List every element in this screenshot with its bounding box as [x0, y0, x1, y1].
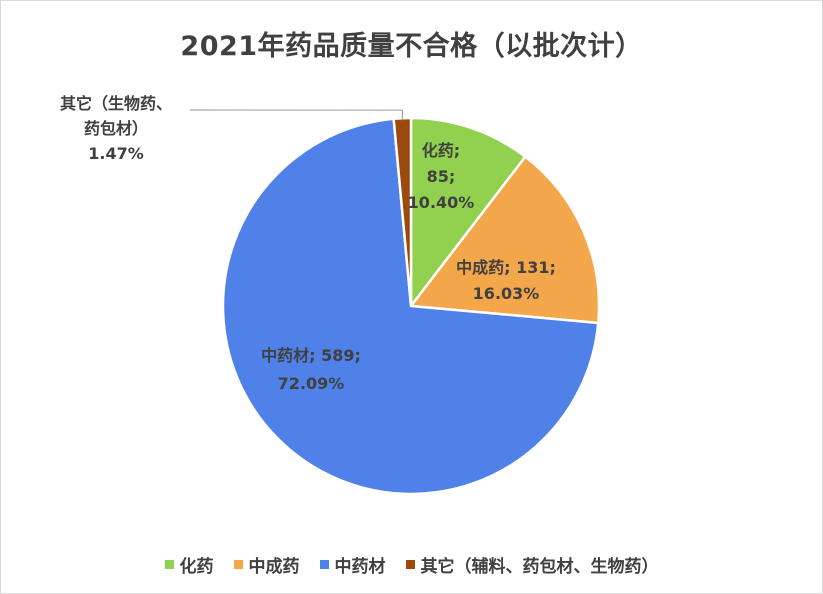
pie-slice-chinese-patent-medicine	[408, 155, 601, 325]
data-label-chemical-drug: 化药; 85; 10.40%	[408, 141, 475, 212]
legend-item-chemical-drug: 化药	[164, 552, 214, 577]
legend-item-herbal-material: 中药材	[319, 552, 386, 577]
data-label-chinese-patent-medicine: 中成药; 131; 16.03%	[456, 258, 556, 303]
pie-slice-herbal-material	[221, 117, 600, 496]
legend-swatch-herbal-material	[319, 560, 329, 569]
legend-label: 中成药	[248, 557, 300, 577]
legend-swatch-chemical-drug	[164, 560, 174, 569]
pie-slice-chemical-drug	[409, 116, 528, 310]
data-label-other: 其它（生物药、药包材） 1.47%	[60, 94, 172, 163]
legend-label: 化药	[179, 557, 214, 577]
legend-label: 其它（辅料、药包材、生物药）	[420, 557, 659, 577]
legend-item-chinese-patent-medicine: 中成药	[233, 552, 300, 577]
legend-item-other: 其它（辅料、药包材、生物药）	[405, 552, 659, 577]
legend-label: 中药材	[334, 557, 386, 577]
legend-swatch-other	[405, 560, 415, 569]
chart-title: 2021年药品质量不合格（以批次计）	[180, 31, 643, 62]
data-label-herbal-material: 中药材; 589; 72.09%	[261, 346, 361, 393]
chart-legend: 化药 中成药 中药材 其它（辅料、药包材、生物药）	[0, 552, 823, 577]
leader-line-other	[189, 109, 403, 121]
legend-swatch-chinese-patent-medicine	[233, 560, 243, 569]
